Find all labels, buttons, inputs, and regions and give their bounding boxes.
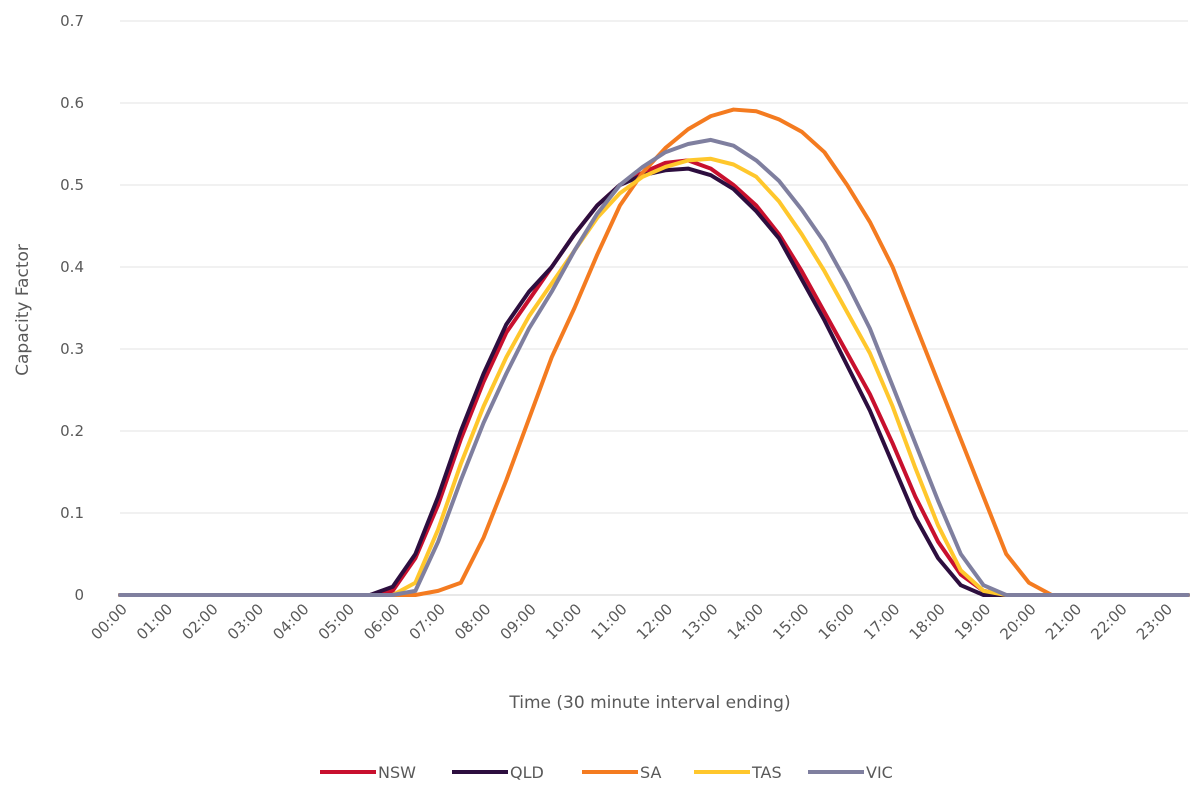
x-tick-label: 19:00 [951,600,994,643]
x-tick-label: 01:00 [133,600,176,643]
x-tick-label: 14:00 [724,600,767,643]
legend-label-nsw: NSW [378,763,416,782]
series-line-nsw [118,158,1190,597]
x-tick-label: 03:00 [224,600,267,643]
x-tick-label: 08:00 [451,600,494,643]
x-tick-label: 21:00 [1042,600,1085,643]
y-tick-label: 0 [74,586,84,604]
x-tick-label: 23:00 [1133,600,1176,643]
y-axis-ticks: 0 0.1 0.2 0.3 0.4 0.5 0.6 0.7 [60,12,84,604]
series-line-sa [118,107,1190,597]
x-axis-title: Time (30 minute interval ending) [508,693,790,713]
y-tick-label: 0.5 [60,176,84,194]
x-axis-ticks: 00:00 01:00 02:00 03:00 04:00 05:00 06:00 07:00… [88,600,1177,643]
legend-label-vic: VIC [866,763,893,782]
y-tick-label: 0.1 [60,504,84,522]
legend-label-sa: SA [640,763,661,782]
legend-label-qld: QLD [510,763,544,782]
y-tick-label: 0.4 [60,258,84,276]
x-tick-label: 20:00 [996,600,1039,643]
series-line-vic [118,137,1190,597]
x-tick-label: 10:00 [542,600,585,643]
y-tick-label: 0.7 [60,12,84,30]
y-tick-label: 0.6 [60,94,84,112]
y-tick-label: 0.2 [60,422,84,440]
x-tick-label: 09:00 [497,600,540,643]
legend: NSW QLD SA TAS VIC [320,763,893,782]
series-line-qld [118,166,1190,597]
x-tick-label: 18:00 [906,600,949,643]
x-tick-label: 11:00 [587,600,630,643]
x-tick-label: 04:00 [269,600,312,643]
series-line-tas [118,156,1190,597]
x-tick-label: 17:00 [860,600,903,643]
series-lines [118,107,1190,597]
x-tick-label: 12:00 [633,600,676,643]
x-tick-label: 00:00 [88,600,131,643]
x-tick-label: 13:00 [678,600,721,643]
x-tick-label: 15:00 [769,600,812,643]
x-tick-label: 02:00 [178,600,221,643]
x-tick-label: 07:00 [406,600,449,643]
y-tick-label: 0.3 [60,340,84,358]
x-tick-label: 06:00 [360,600,403,643]
y-axis-title: Capacity Factor [13,244,33,376]
legend-label-tas: TAS [751,763,782,782]
grid [120,20,1188,596]
x-tick-label: 05:00 [315,600,358,643]
x-tick-label: 22:00 [1087,600,1130,643]
x-tick-label: 16:00 [815,600,858,643]
